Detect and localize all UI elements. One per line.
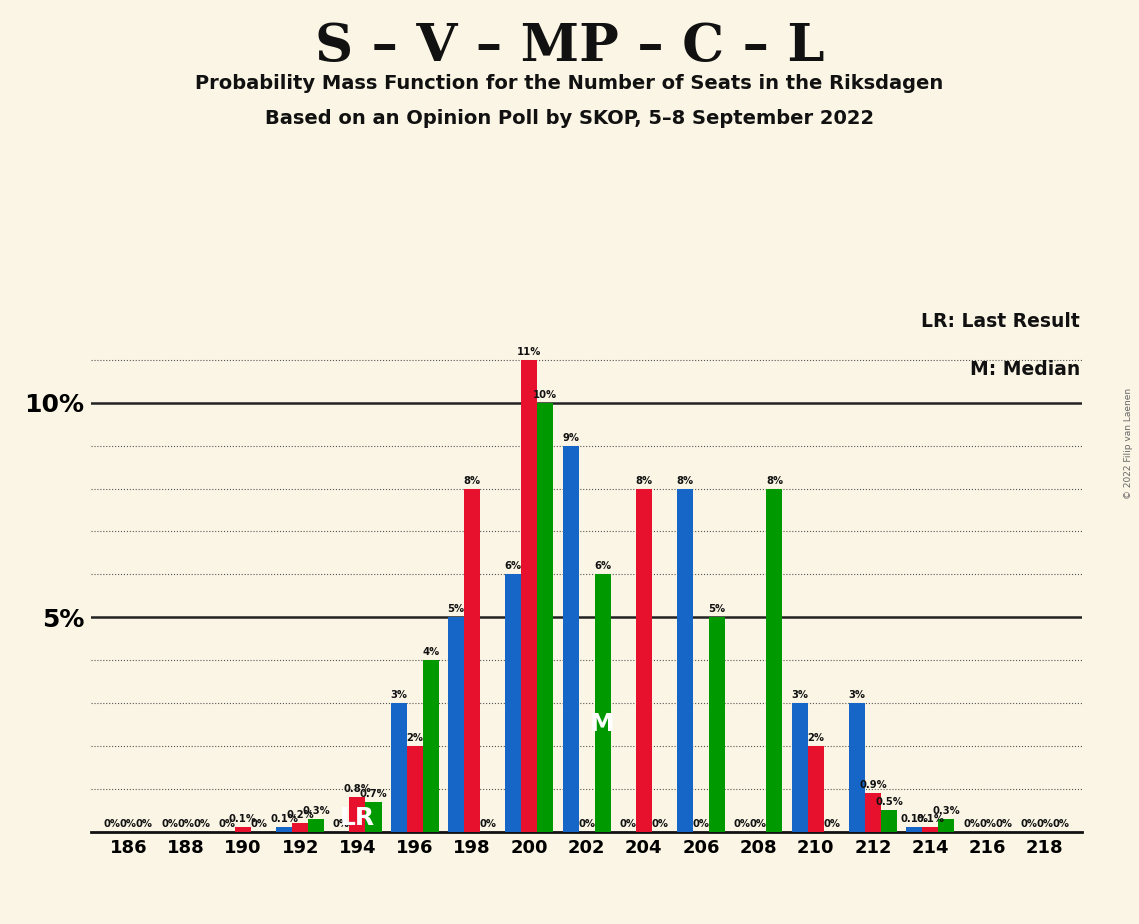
- Bar: [767, 489, 782, 832]
- Bar: [448, 617, 464, 832]
- Text: Based on an Opinion Poll by SKOP, 5–8 September 2022: Based on an Opinion Poll by SKOP, 5–8 Se…: [265, 109, 874, 128]
- Text: 0%: 0%: [251, 819, 268, 829]
- Text: 0%: 0%: [1052, 819, 1070, 829]
- Text: 0%: 0%: [1036, 819, 1054, 829]
- Text: 11%: 11%: [517, 347, 541, 357]
- Text: 0%: 0%: [178, 819, 194, 829]
- Text: 0.3%: 0.3%: [933, 806, 960, 816]
- Text: 0%: 0%: [693, 819, 710, 829]
- Bar: [235, 827, 251, 832]
- Text: 2%: 2%: [407, 733, 424, 743]
- Text: 0.1%: 0.1%: [229, 814, 257, 824]
- Text: 3%: 3%: [792, 690, 809, 700]
- Text: 0.2%: 0.2%: [286, 810, 314, 820]
- Text: 0%: 0%: [620, 819, 637, 829]
- Bar: [350, 797, 366, 832]
- Text: 3%: 3%: [391, 690, 408, 700]
- Text: 0%: 0%: [579, 819, 595, 829]
- Bar: [792, 703, 808, 832]
- Text: LR: LR: [339, 806, 375, 830]
- Text: M: Median: M: Median: [969, 360, 1080, 379]
- Bar: [423, 660, 439, 832]
- Bar: [309, 819, 325, 832]
- Text: 0%: 0%: [734, 819, 751, 829]
- Text: 0%: 0%: [136, 819, 153, 829]
- Text: 0%: 0%: [749, 819, 767, 829]
- Bar: [293, 823, 309, 832]
- Text: 0.5%: 0.5%: [875, 797, 903, 808]
- Bar: [276, 827, 293, 832]
- Text: 2%: 2%: [808, 733, 825, 743]
- Text: 0.1%: 0.1%: [270, 814, 298, 824]
- Bar: [464, 489, 480, 832]
- Text: M: M: [590, 711, 615, 736]
- Text: 0.9%: 0.9%: [859, 780, 887, 790]
- Text: 0%: 0%: [480, 819, 497, 829]
- Text: 8%: 8%: [677, 476, 694, 486]
- Text: 6%: 6%: [595, 562, 612, 571]
- Text: 0%: 0%: [652, 819, 669, 829]
- Bar: [595, 575, 611, 832]
- Text: 0%: 0%: [219, 819, 236, 829]
- Text: 6%: 6%: [505, 562, 522, 571]
- Bar: [907, 827, 923, 832]
- Text: 0%: 0%: [104, 819, 121, 829]
- Text: 0%: 0%: [980, 819, 995, 829]
- Bar: [939, 819, 954, 832]
- Text: 0%: 0%: [962, 819, 980, 829]
- Text: 0%: 0%: [194, 819, 211, 829]
- Text: 4%: 4%: [423, 647, 440, 657]
- Text: 0.1%: 0.1%: [900, 814, 928, 824]
- Text: 0%: 0%: [120, 819, 137, 829]
- Text: 8%: 8%: [765, 476, 782, 486]
- Bar: [849, 703, 865, 832]
- Text: 0.7%: 0.7%: [360, 788, 387, 798]
- Bar: [923, 827, 939, 832]
- Bar: [880, 810, 898, 832]
- Text: 0.8%: 0.8%: [344, 784, 371, 795]
- Bar: [563, 445, 579, 832]
- Text: 0%: 0%: [995, 819, 1013, 829]
- Bar: [636, 489, 652, 832]
- Text: 0%: 0%: [823, 819, 841, 829]
- Text: 8%: 8%: [636, 476, 653, 486]
- Text: 5%: 5%: [708, 604, 726, 614]
- Bar: [808, 746, 823, 832]
- Bar: [506, 575, 522, 832]
- Text: 0.3%: 0.3%: [302, 806, 330, 816]
- Text: 5%: 5%: [448, 604, 465, 614]
- Text: Probability Mass Function for the Number of Seats in the Riksdagen: Probability Mass Function for the Number…: [196, 74, 943, 93]
- Text: 9%: 9%: [562, 432, 579, 443]
- Text: 3%: 3%: [849, 690, 866, 700]
- Bar: [710, 617, 726, 832]
- Bar: [391, 703, 407, 832]
- Bar: [407, 746, 423, 832]
- Bar: [522, 360, 538, 832]
- Bar: [677, 489, 694, 832]
- Text: 0%: 0%: [333, 819, 350, 829]
- Text: 0%: 0%: [161, 819, 178, 829]
- Text: LR: Last Result: LR: Last Result: [921, 311, 1080, 331]
- Text: 10%: 10%: [533, 390, 557, 400]
- Text: 8%: 8%: [464, 476, 481, 486]
- Text: 0.1%: 0.1%: [916, 814, 944, 824]
- Bar: [366, 802, 382, 832]
- Bar: [538, 403, 554, 832]
- Text: 0%: 0%: [1021, 819, 1038, 829]
- Text: © 2022 Filip van Laenen: © 2022 Filip van Laenen: [1124, 388, 1133, 499]
- Bar: [865, 793, 880, 832]
- Text: S – V – MP – C – L: S – V – MP – C – L: [314, 21, 825, 72]
